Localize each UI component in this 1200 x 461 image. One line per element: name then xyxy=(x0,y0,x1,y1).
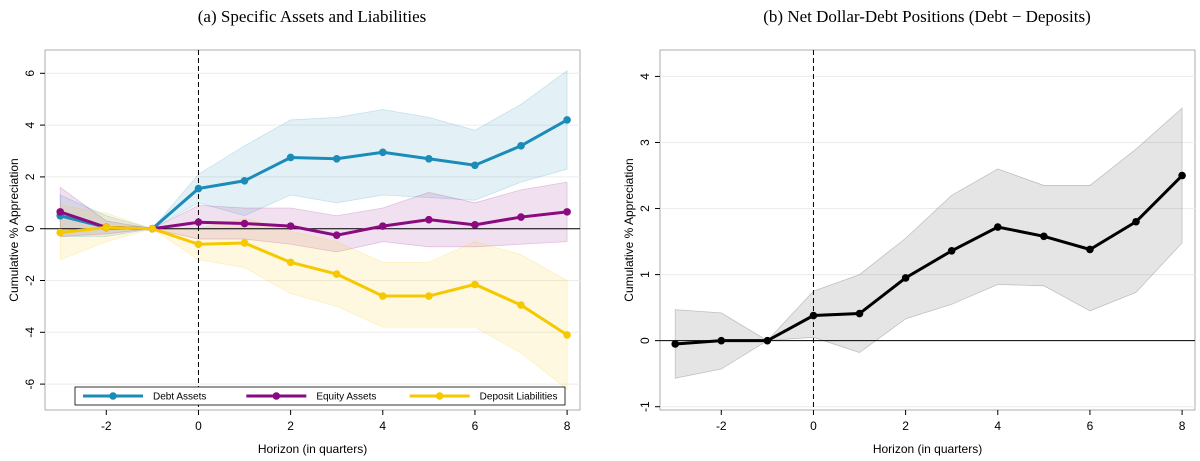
data-point xyxy=(378,292,387,300)
data-point xyxy=(1040,232,1048,241)
x-axis-label: Horizon (in quarters) xyxy=(873,442,982,456)
x-tick-label: 0 xyxy=(195,419,202,433)
data-point xyxy=(1132,217,1140,226)
data-point xyxy=(194,240,203,249)
data-point xyxy=(425,154,433,163)
legend-box xyxy=(74,386,566,406)
chart-title: (a) Specific Assets and Liabilities xyxy=(198,7,427,26)
data-point xyxy=(148,224,157,233)
y-tick-label: 4 xyxy=(23,121,37,128)
data-point xyxy=(425,292,433,300)
data-point xyxy=(763,336,772,345)
data-point xyxy=(901,274,910,282)
data-point xyxy=(1086,245,1094,254)
y-tick-label: 4 xyxy=(638,73,652,80)
y-tick-label: 1 xyxy=(638,271,652,278)
confidence-band xyxy=(59,181,568,253)
data-point xyxy=(102,223,111,232)
x-tick-label: 0 xyxy=(810,419,817,433)
x-tick-label: 2 xyxy=(287,419,294,433)
y-tick-label: 2 xyxy=(23,173,37,180)
data-point xyxy=(56,228,65,237)
data-point xyxy=(378,222,387,230)
data-point xyxy=(332,270,341,278)
legend-label: Debt Assets xyxy=(153,392,206,403)
data-point xyxy=(471,221,479,229)
legend-marker xyxy=(109,392,117,400)
data-point xyxy=(194,184,203,193)
data-point xyxy=(471,161,479,170)
x-tick-label: 6 xyxy=(472,419,479,433)
data-point xyxy=(993,223,1002,231)
x-tick-label: 4 xyxy=(994,419,1001,433)
data-point xyxy=(855,309,864,318)
data-point xyxy=(286,222,295,230)
data-point xyxy=(332,231,341,239)
x-tick-label: 4 xyxy=(379,419,386,433)
y-tick-label: 0 xyxy=(23,225,37,232)
y-tick-label: -2 xyxy=(23,275,37,286)
legend-label: Equity Assets xyxy=(316,392,376,403)
data-point xyxy=(471,280,479,289)
data-point xyxy=(563,208,571,216)
data-point xyxy=(332,154,341,163)
y-axis-label: Cumulative % Appreciation xyxy=(7,158,21,301)
data-point xyxy=(563,331,571,339)
x-tick-label: 8 xyxy=(564,419,571,433)
data-point xyxy=(194,218,203,227)
data-point xyxy=(240,219,249,228)
x-axis-label: Horizon (in quarters) xyxy=(258,442,367,456)
data-point xyxy=(286,153,295,162)
chart-title: (b) Net Dollar-Debt Positions (Debt − De… xyxy=(763,7,1090,26)
legend-label: Deposit Liabilities xyxy=(480,392,558,403)
data-point xyxy=(1178,171,1186,180)
data-point xyxy=(563,116,571,124)
y-tick-label: 2 xyxy=(638,205,652,212)
data-point xyxy=(517,213,525,221)
x-tick-label: -2 xyxy=(716,419,727,433)
data-point xyxy=(717,336,726,345)
data-point xyxy=(671,340,680,348)
confidence-band xyxy=(674,107,1183,379)
data-point xyxy=(947,247,956,255)
x-tick-label: -2 xyxy=(101,419,112,433)
x-tick-label: 2 xyxy=(902,419,909,433)
y-tick-label: -6 xyxy=(23,378,37,389)
data-point xyxy=(425,215,433,224)
y-tick-label: -1 xyxy=(638,401,652,412)
series-line xyxy=(675,174,1184,346)
y-tick-label: -4 xyxy=(23,327,37,338)
data-point xyxy=(240,239,249,247)
x-tick-label: 6 xyxy=(1087,419,1094,433)
x-tick-label: 8 xyxy=(1179,419,1186,433)
legend-marker xyxy=(435,392,444,400)
legend-marker xyxy=(272,392,281,400)
data-point xyxy=(378,148,387,157)
data-point xyxy=(517,142,525,150)
series-line xyxy=(60,225,568,337)
plot-frame xyxy=(44,49,581,411)
y-tick-label: 3 xyxy=(638,139,652,146)
data-point xyxy=(240,176,249,185)
data-point xyxy=(809,311,818,320)
y-tick-label: 6 xyxy=(23,70,37,77)
y-tick-label: 0 xyxy=(638,337,652,344)
plot-frame xyxy=(659,49,1196,411)
data-point xyxy=(517,301,525,309)
data-point xyxy=(56,208,65,216)
data-point xyxy=(286,258,295,267)
y-axis-label: Cumulative % Appreciation xyxy=(622,158,636,301)
